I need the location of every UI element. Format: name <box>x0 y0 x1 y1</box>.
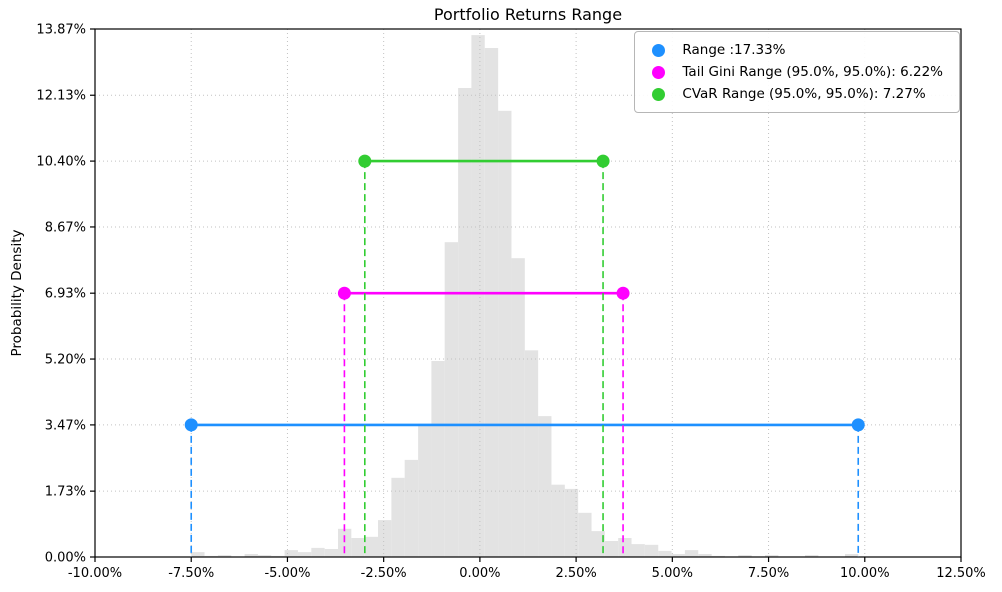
histogram-bar <box>364 536 379 557</box>
histogram-bar <box>538 416 552 557</box>
tail-gini-marker-icon <box>652 65 666 79</box>
histogram-bar <box>524 350 539 557</box>
histogram-bar <box>644 544 659 557</box>
y-tick-label: 6.93% <box>45 287 86 302</box>
range-endpoint-dot-2 <box>358 154 372 168</box>
histogram-bar <box>444 242 459 557</box>
histogram-bar <box>257 555 272 557</box>
histogram-bar <box>324 549 339 557</box>
y-tick-label: 12.13% <box>36 89 86 104</box>
histogram-bar <box>564 488 579 557</box>
histogram-bar <box>391 477 405 557</box>
legend-item-tail-gini-range: Tail Gini Range (95.0%, 95.0%): 6.22% <box>648 61 943 83</box>
y-tick-label: 1.73% <box>45 485 86 500</box>
x-tick-label: -7.50% <box>168 566 214 581</box>
histogram-bar <box>311 547 325 557</box>
histogram-bar <box>244 554 258 557</box>
y-tick-label: 5.20% <box>45 353 86 368</box>
range-endpoint-dot-1 <box>616 286 630 300</box>
x-tick-label: 5.00% <box>652 566 693 581</box>
histogram-bar <box>351 538 365 557</box>
range-endpoint-dot-1 <box>337 286 351 300</box>
histogram-bar <box>551 484 565 557</box>
legend-item-label: Tail Gini Range (95.0%, 95.0%): 6.22% <box>682 64 943 80</box>
histogram-bar <box>418 423 432 557</box>
histogram-bar <box>578 512 592 557</box>
y-axis-label: Probability Density <box>9 229 25 357</box>
histogram-bar <box>618 538 632 557</box>
x-tick-label: 0.00% <box>459 566 500 581</box>
histogram-bar <box>591 531 605 557</box>
x-tick-label: -2.50% <box>361 566 407 581</box>
y-tick-label: 8.67% <box>45 220 86 235</box>
legend-item-range: Range :17.33% <box>648 39 943 61</box>
histogram-bar <box>458 88 472 557</box>
x-tick-label: 10.00% <box>840 566 890 581</box>
histogram-bar <box>191 552 205 557</box>
histogram-bar <box>378 520 392 557</box>
histogram-bar <box>484 48 499 557</box>
x-tick-label: 7.50% <box>748 566 789 581</box>
histogram-bar <box>284 550 298 557</box>
histogram-bar <box>604 541 619 557</box>
range-endpoint-dot-0 <box>851 418 865 432</box>
x-tick-label: 12.50% <box>936 566 986 581</box>
histogram-bar <box>698 554 712 557</box>
y-tick-label: 13.87% <box>36 23 86 38</box>
x-tick-label: -10.00% <box>68 566 122 581</box>
range-endpoint-dot-2 <box>596 154 610 168</box>
range-marker-icon <box>652 43 666 57</box>
histogram-bar <box>658 550 672 557</box>
histogram-bar <box>498 110 512 558</box>
x-tick-label: -5.00% <box>264 566 310 581</box>
histogram-bar <box>671 554 685 557</box>
legend-item-label: Range :17.33% <box>682 42 786 58</box>
histogram-bar <box>631 544 645 557</box>
histogram-bar <box>404 459 419 557</box>
legend-item-label: CVaR Range (95.0%, 95.0%): 7.27% <box>682 86 926 102</box>
histogram-bar <box>765 555 779 557</box>
histogram-bar <box>338 528 352 557</box>
y-tick-label: 3.47% <box>45 418 86 433</box>
histogram-bar <box>805 555 819 557</box>
histogram-bar <box>845 554 859 557</box>
y-tick-label: 10.40% <box>36 155 86 170</box>
x-tick-label: 2.50% <box>555 566 596 581</box>
histogram-bar <box>511 258 525 557</box>
legend-item-cvar-range: CVaR Range (95.0%, 95.0%): 7.27% <box>648 83 943 105</box>
histogram-bar <box>684 550 699 557</box>
histogram-bar <box>298 552 312 557</box>
cvar-marker-icon <box>652 87 666 101</box>
chart-title: Portfolio Returns Range <box>433 5 623 24</box>
histogram-bar <box>738 555 752 557</box>
histogram-bar <box>431 361 445 557</box>
y-tick-label: 0.00% <box>45 551 86 566</box>
legend: Range :17.33% Tail Gini Range (95.0%, 95… <box>634 31 960 113</box>
histogram-bar <box>471 35 485 558</box>
histogram-bar <box>217 555 232 557</box>
range-endpoint-dot-0 <box>184 418 198 432</box>
